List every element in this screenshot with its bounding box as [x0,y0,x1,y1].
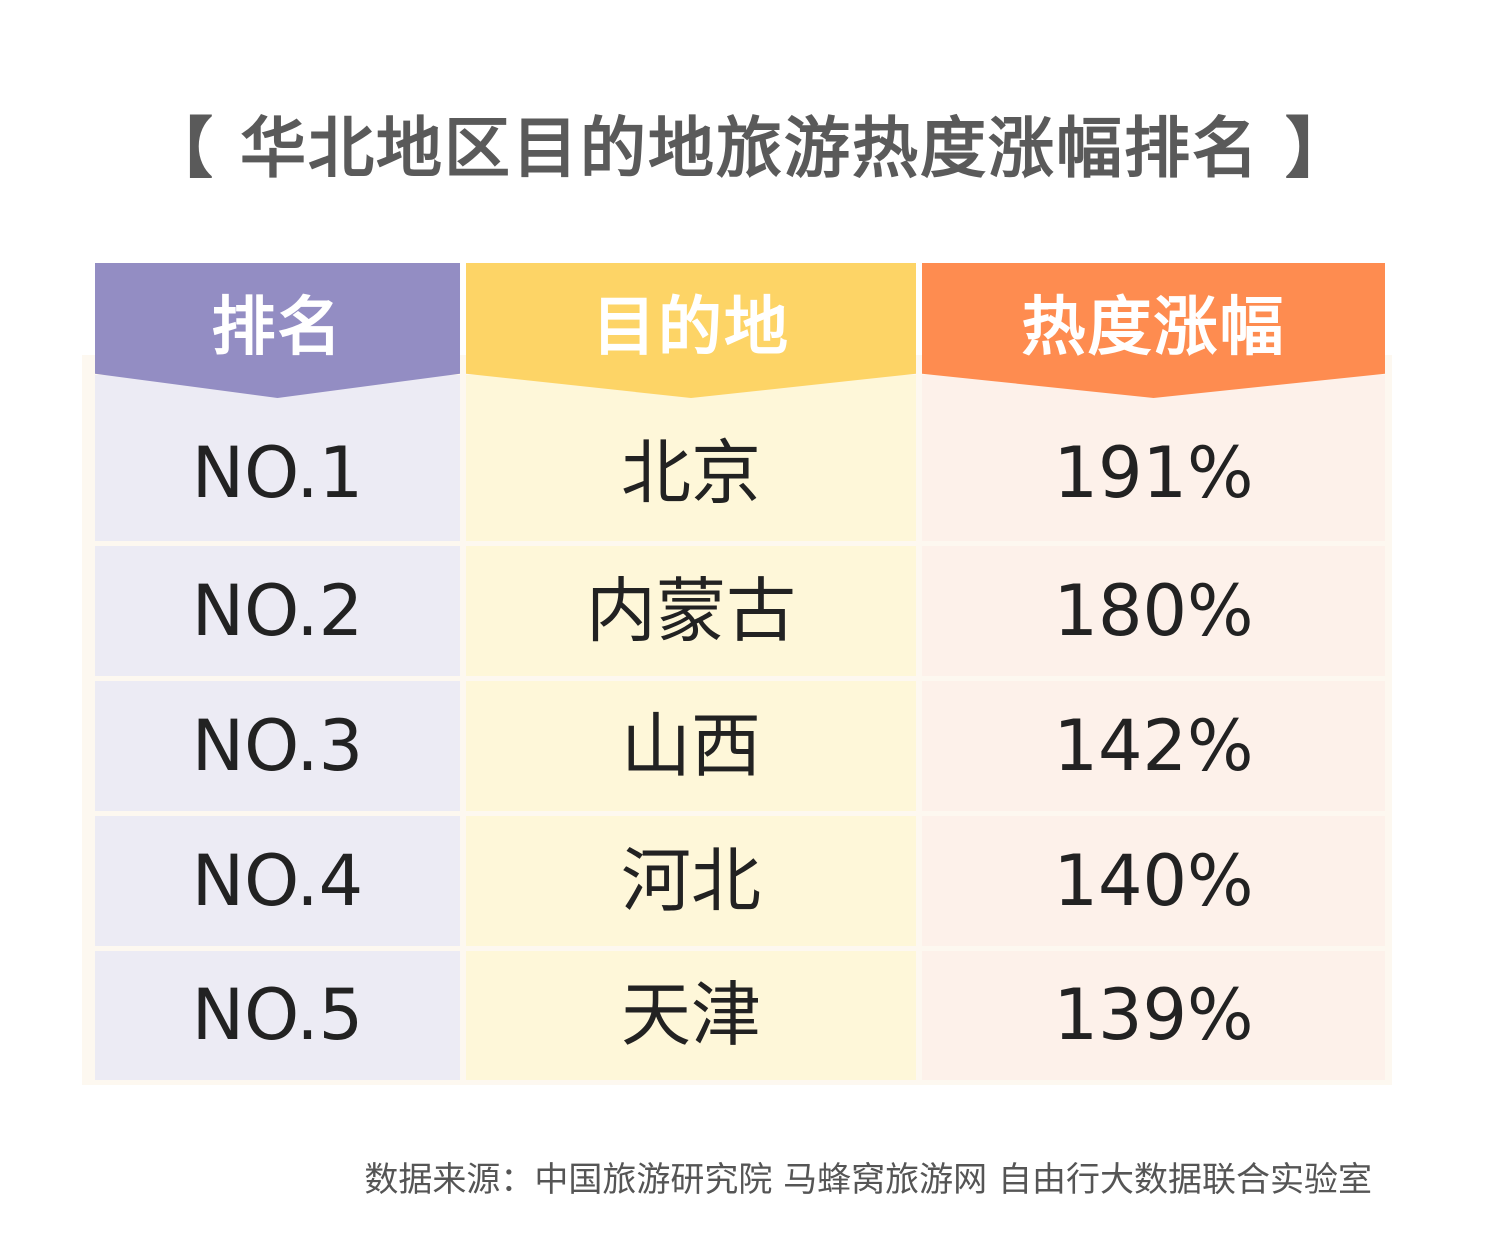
cell-background [922,681,1385,811]
table-cell: NO.1 [191,432,364,514]
cell-background [466,546,916,676]
cell-background [922,546,1385,676]
table-cell: NO.5 [191,974,364,1056]
table-cell: 142% [1053,705,1254,787]
table-cell: NO.3 [191,705,364,787]
cell-background [466,951,916,1080]
cell-background [95,546,460,676]
column-header: 排名 [95,263,460,398]
cell-background [922,951,1385,1080]
table-cell: 内蒙古 [586,570,796,652]
cell-background [466,816,916,946]
table-cell: 河北 [621,840,761,922]
table-cell: 山西 [621,705,761,787]
table-cell: 180% [1053,570,1254,652]
table-cell: NO.2 [191,570,364,652]
cell-background [466,375,916,541]
cell-background [466,681,916,811]
column-header: 热度涨幅 [922,263,1385,398]
table-cell: 140% [1053,840,1254,922]
title: 【 华北地区目的地旅游热度涨幅排名 】 [147,110,1353,187]
column-header: 目的地 [466,263,916,398]
cell-background [922,375,1385,541]
table-cell: 191% [1053,432,1254,514]
table-cell: 天津 [621,974,761,1056]
cell-background [95,816,460,946]
cell-background [95,681,460,811]
cell-background [95,375,460,541]
table-cell: 北京 [621,432,761,514]
cell-background [922,816,1385,946]
table-cell: 139% [1053,974,1254,1056]
source-note: 数据来源：中国旅游研究院 马蜂窝旅游网 自由行大数据联合实验室 [364,1160,1372,1200]
table-cell: NO.4 [191,840,364,922]
cell-background [95,951,460,1080]
